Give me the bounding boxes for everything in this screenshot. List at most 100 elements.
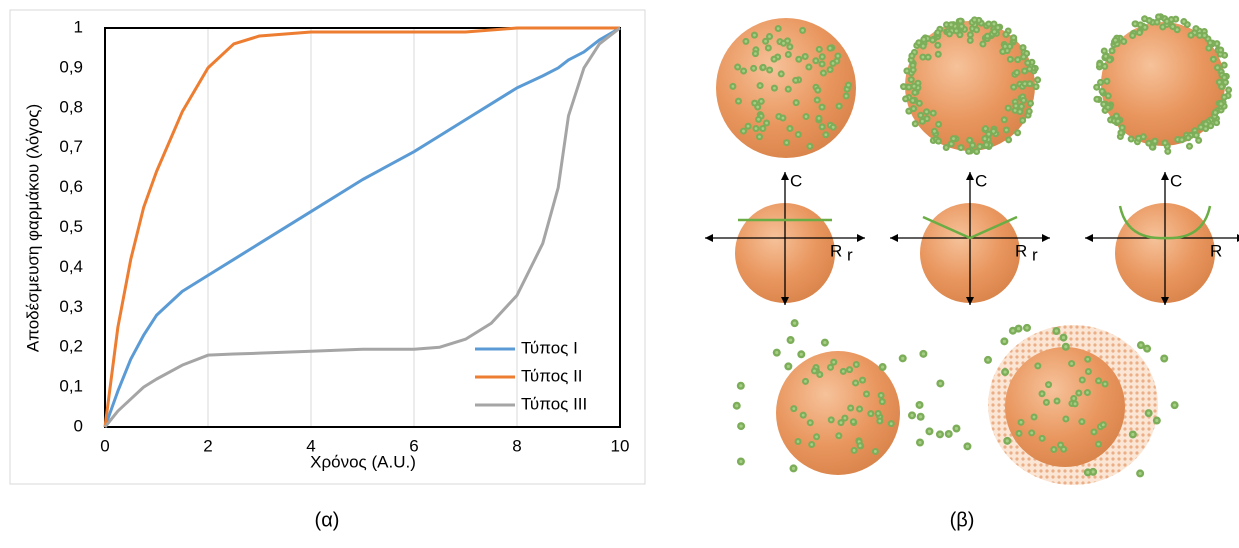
particle-core	[758, 135, 761, 139]
particle-core	[1207, 46, 1211, 50]
particle-core	[1012, 36, 1016, 40]
profile-x-label: R	[1015, 241, 1027, 260]
y-tick-label: 0,4	[59, 257, 83, 276]
particle-core	[938, 432, 942, 436]
particle-core	[1116, 119, 1120, 123]
legend-label: Τύπος II	[521, 366, 583, 385]
particle-core	[912, 84, 916, 88]
particle-core	[744, 40, 748, 43]
particle-core	[753, 33, 756, 37]
particle-core	[772, 57, 776, 61]
particle-core	[1097, 379, 1100, 383]
particle-core	[952, 137, 955, 141]
particle-core	[1169, 18, 1173, 21]
y-tick-label: 0,7	[59, 137, 83, 156]
particle-core	[1052, 448, 1056, 451]
particle-core	[1018, 110, 1022, 114]
particle-core	[1203, 34, 1206, 37]
particle-core	[1139, 343, 1143, 347]
particle-core	[1022, 55, 1025, 59]
particle-core	[918, 440, 922, 445]
particle-core	[796, 133, 800, 136]
particle-core	[905, 69, 909, 73]
particle-core	[786, 87, 790, 91]
particle-core	[917, 41, 921, 45]
particle-core	[1171, 25, 1175, 28]
particle-core	[1030, 60, 1034, 64]
particle-core	[799, 352, 803, 356]
particle-core	[1029, 101, 1032, 105]
particle-core	[949, 23, 953, 27]
particle-core	[1005, 439, 1009, 443]
particle-core	[1072, 397, 1076, 400]
particle-core	[1061, 335, 1066, 340]
particle-core	[975, 28, 978, 32]
particle-core	[968, 138, 972, 142]
particle-core	[1212, 57, 1215, 61]
particle-core	[1002, 339, 1006, 343]
particle-core	[931, 38, 935, 42]
particle-core	[752, 66, 756, 70]
particle-core	[761, 65, 765, 69]
y-tick-label: 1	[74, 17, 83, 36]
particle-core	[1186, 136, 1190, 140]
particle-core	[1180, 138, 1184, 142]
particle-core	[776, 27, 780, 30]
y-tick-label: 0,1	[59, 377, 83, 396]
x-tick-label: 10	[611, 436, 630, 455]
particle-core	[852, 449, 856, 452]
particle-core	[1003, 370, 1007, 374]
particle-core	[1220, 85, 1223, 89]
particle-core	[921, 55, 925, 59]
particle-core	[851, 420, 855, 424]
particle-core	[1022, 98, 1026, 102]
particle-core	[1161, 25, 1165, 29]
particle-core	[987, 132, 991, 136]
particle-core	[794, 78, 798, 82]
particle-core	[843, 416, 847, 420]
particle-core	[1199, 125, 1203, 129]
particle-core	[849, 406, 853, 410]
particle-core	[1077, 391, 1081, 395]
particle-core	[768, 35, 771, 38]
particle-core	[820, 55, 824, 59]
particle-core	[781, 116, 785, 120]
particle-core	[1036, 78, 1040, 82]
particle-core	[874, 450, 877, 453]
profile-y-label: C	[1170, 171, 1182, 190]
particle-core	[1095, 97, 1099, 101]
particle-core	[1062, 447, 1066, 451]
particle-core	[1013, 108, 1017, 112]
particle-core	[913, 91, 917, 94]
particle-core	[959, 146, 963, 150]
particle-core	[1005, 128, 1008, 132]
particle-core	[761, 127, 765, 130]
particle-core	[1016, 58, 1020, 62]
particle-core	[889, 422, 893, 426]
particle-core	[1025, 326, 1029, 330]
particle-core	[1155, 20, 1159, 24]
particle-core	[788, 338, 793, 342]
particle-core	[1001, 50, 1005, 53]
particle-core	[1064, 345, 1068, 349]
particle-core	[1008, 45, 1012, 48]
plot-border	[104, 27, 621, 428]
particle-core	[919, 415, 923, 419]
particle-core	[967, 149, 971, 153]
particle-core	[1114, 38, 1117, 42]
particle-core	[1045, 400, 1048, 404]
particle-core	[804, 379, 807, 383]
particle-core	[854, 381, 857, 385]
y-tick-label: 0,6	[59, 177, 83, 196]
particle-core	[917, 403, 922, 407]
particle-core	[1213, 111, 1217, 114]
particle-core	[1174, 17, 1178, 21]
particle-core	[901, 356, 905, 360]
particle-core	[792, 407, 796, 411]
particle-core	[1070, 362, 1074, 365]
particle-core	[878, 419, 882, 423]
particle-core	[937, 139, 940, 143]
particle-core	[808, 144, 812, 148]
particle-core	[971, 143, 974, 147]
particle-core	[817, 47, 821, 51]
